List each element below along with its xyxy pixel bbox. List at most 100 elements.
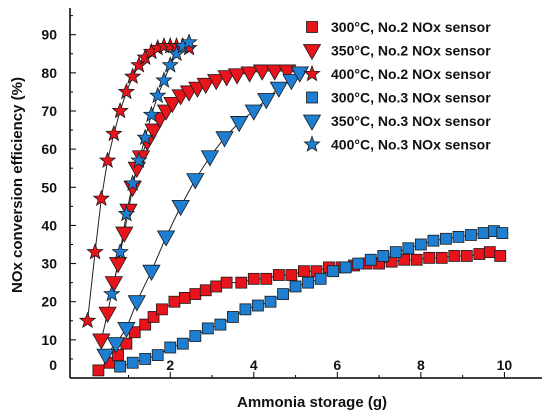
data-point <box>196 77 215 95</box>
data-point <box>227 68 247 85</box>
data-point <box>123 174 142 191</box>
data-point <box>410 253 423 266</box>
data-point <box>452 230 465 243</box>
data-point <box>189 288 202 300</box>
data-point <box>227 311 239 323</box>
y-tick-label: 80 <box>41 65 57 81</box>
data-point <box>200 150 220 167</box>
data-point <box>106 337 126 354</box>
data-point <box>423 251 436 264</box>
series-350c-no-3-nox-sensor <box>96 66 309 365</box>
data-point <box>214 318 227 331</box>
data-point <box>496 227 509 239</box>
data-point <box>142 105 161 123</box>
data-point <box>269 81 289 98</box>
data-point <box>144 123 163 140</box>
data-point <box>155 303 168 316</box>
legend-marker <box>306 91 318 104</box>
data-point <box>260 272 273 285</box>
legend: 300°C, No.2 NOx sensor 350°C, No.2 NOx se… <box>302 19 491 153</box>
data-point <box>210 280 223 293</box>
x-tick-label: 10 <box>497 357 513 373</box>
data-point <box>164 341 177 354</box>
data-point <box>473 248 486 260</box>
legend-item: 300°C, No.3 NOx sensor <box>306 90 491 106</box>
data-point <box>178 291 191 304</box>
data-point <box>229 116 249 133</box>
legend-marker <box>303 135 321 152</box>
data-point <box>339 261 352 274</box>
y-tick-label: 20 <box>41 294 57 310</box>
y-tick-label: 30 <box>41 256 57 272</box>
data-point <box>302 276 314 289</box>
legend-item: 350°C, No.2 NOx sensor <box>302 43 491 61</box>
data-point <box>314 272 327 285</box>
data-point <box>92 364 105 377</box>
data-point <box>435 251 448 264</box>
data-point <box>117 322 136 339</box>
data-point <box>217 70 236 87</box>
data-point <box>460 250 473 262</box>
legend-item: 400°C, No.3 NOx sensor <box>303 135 491 153</box>
legend-label: 350°C, No.2 NOx sensor <box>331 43 491 59</box>
legend-item: 300°C, No.2 NOx sensor <box>306 19 491 35</box>
data-point <box>156 230 176 247</box>
data-point <box>103 284 121 302</box>
legend-marker <box>306 21 318 33</box>
data-point <box>139 318 152 331</box>
data-point <box>136 128 154 146</box>
data-point <box>96 348 115 365</box>
series-400c-no-3-nox-sensor <box>103 33 198 302</box>
series-300c-no-3-nox-sensor <box>114 225 509 373</box>
data-point <box>127 295 147 312</box>
data-point <box>477 227 490 239</box>
data-point <box>117 82 136 100</box>
data-point <box>130 151 148 168</box>
data-point <box>483 246 496 259</box>
data-point <box>147 311 160 323</box>
data-point <box>252 299 264 312</box>
legend-label: 350°C, No.3 NOx sensor <box>331 113 491 129</box>
data-point <box>201 322 214 335</box>
data-point <box>171 199 190 217</box>
y-tick-label: 70 <box>41 103 57 119</box>
data-point <box>115 226 134 243</box>
data-point <box>161 56 179 73</box>
y-tick-label: 10 <box>41 332 57 348</box>
data-point <box>389 246 402 259</box>
x-tick-label: 8 <box>417 357 425 373</box>
data-point <box>139 353 152 365</box>
data-point <box>289 280 302 293</box>
data-point <box>277 288 289 300</box>
legend-marker <box>303 64 321 82</box>
data-point <box>186 173 205 190</box>
data-point <box>290 66 309 83</box>
x-tick-label: 6 <box>333 357 341 373</box>
data-point <box>167 44 186 62</box>
data-point <box>414 238 427 251</box>
data-point <box>448 250 461 262</box>
data-point <box>104 276 124 293</box>
data-point <box>377 250 390 262</box>
data-point <box>264 295 277 308</box>
legend-label: 400°C, No.2 NOx sensor <box>331 66 491 82</box>
data-point <box>398 253 411 266</box>
data-point <box>235 276 248 289</box>
axes-layer: 10 20 30 40 50 60 70 80 90 0 2 4 6 8 10 <box>41 8 542 379</box>
y-tick-label: 90 <box>41 27 57 43</box>
data-point <box>240 66 259 83</box>
data-point <box>244 104 263 121</box>
y-tick-label: 60 <box>41 141 57 157</box>
data-point <box>130 56 148 73</box>
data-point <box>163 96 182 114</box>
data-point <box>364 253 377 266</box>
data-point <box>98 306 117 323</box>
data-point <box>465 229 477 241</box>
data-point <box>252 64 272 81</box>
series-markers-layer <box>78 33 509 377</box>
data-point <box>176 337 189 350</box>
data-point <box>257 93 276 110</box>
data-point <box>98 151 117 168</box>
